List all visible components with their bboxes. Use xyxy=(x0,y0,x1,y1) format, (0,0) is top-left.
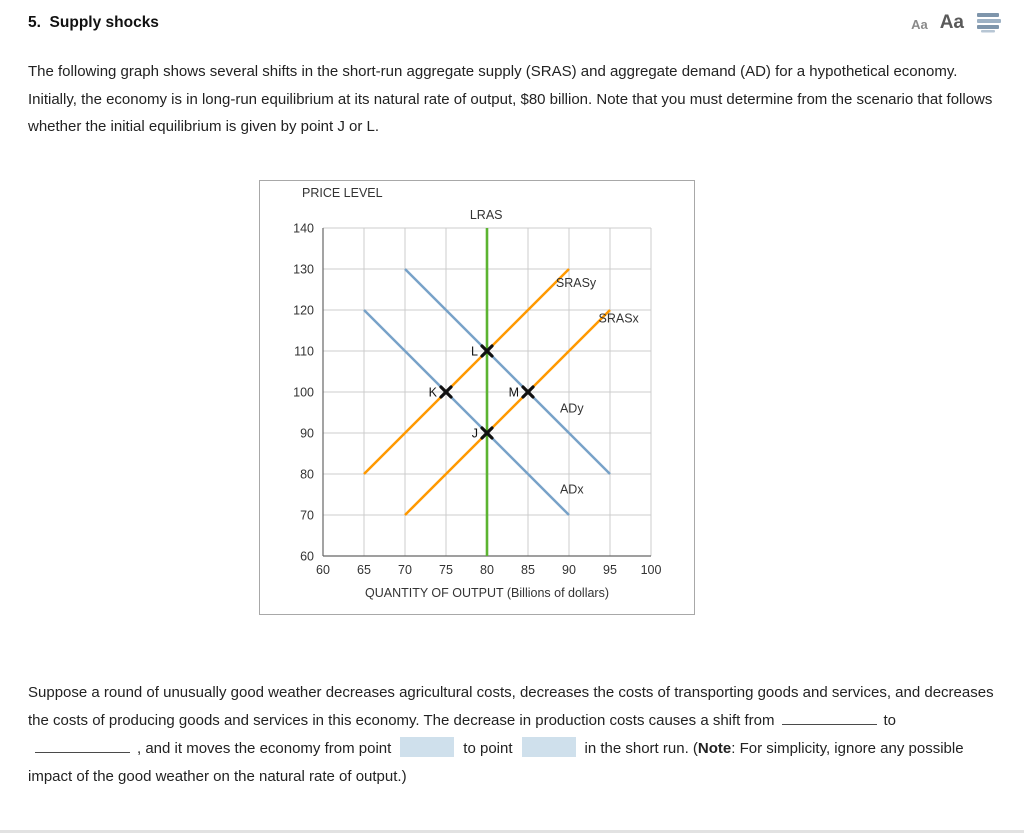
y-tick-label: 70 xyxy=(300,508,314,522)
y-tick-label: 110 xyxy=(294,344,314,358)
x-tick-label: 65 xyxy=(357,563,371,577)
x-tick-label: 60 xyxy=(316,563,330,577)
x-tick-label: 100 xyxy=(641,563,662,577)
shift-to-blank[interactable] xyxy=(35,739,130,753)
shift-from-blank[interactable] xyxy=(781,711,877,725)
series-label-SRASx: SRASx xyxy=(599,311,640,325)
x-tick-label: 70 xyxy=(398,563,412,577)
supply-demand-chart: 60 65 70 75 80 85 90 95 100 60 70 80 90 100 110 120 130 1… xyxy=(293,186,662,600)
point-from-answer-box[interactable] xyxy=(400,736,455,757)
question-paragraph: Suppose a round of unusually good weathe… xyxy=(28,679,996,791)
y-tick-label: 120 xyxy=(293,303,314,317)
point-label-L: L xyxy=(471,344,478,358)
font-size-small-button[interactable]: Aa xyxy=(911,17,928,32)
x-tick-label: 75 xyxy=(439,563,453,577)
font-size-large-button[interactable]: Aa xyxy=(939,12,964,33)
y-tick-label: 100 xyxy=(293,385,314,399)
y-tick-label: 90 xyxy=(300,426,314,440)
point-to-answer-box[interactable] xyxy=(521,736,576,757)
bottom-divider xyxy=(0,830,1024,833)
question-text-5: in the short run. ( xyxy=(584,739,698,757)
point-label-K: K xyxy=(429,385,438,399)
print-icon[interactable] xyxy=(976,12,1002,33)
series-line-SRASy xyxy=(363,267,570,475)
series-line-SRASx xyxy=(404,308,611,516)
x-tick-label: 80 xyxy=(480,563,494,577)
note-label: Note xyxy=(697,739,732,757)
x-axis-title: QUANTITY OF OUTPUT (Billions of dollars) xyxy=(365,586,609,600)
question-text-1: Suppose a round of unusually good weathe… xyxy=(28,683,994,729)
question-text-3: , and it moves the economy from point xyxy=(137,739,392,757)
series-line-ADx xyxy=(363,308,570,516)
y-tick-label: 80 xyxy=(300,467,314,481)
point-marker-L xyxy=(480,343,494,358)
y-axis-title: PRICE LEVEL xyxy=(302,186,383,200)
question-text-6: : For simplicity, ignore any possible im… xyxy=(28,739,964,785)
y-tick-label: 130 xyxy=(293,262,314,276)
header: 5. Supply shocks Aa Aa xyxy=(0,0,1024,34)
x-tick-label: 90 xyxy=(562,563,576,577)
x-tick-label: 95 xyxy=(603,563,617,577)
page-title: 5. Supply shocks xyxy=(28,14,159,31)
font-controls: Aa Aa xyxy=(911,12,1002,34)
point-label-M: M xyxy=(509,385,519,399)
series-label-LRAS: LRAS xyxy=(470,207,503,221)
series-label-ADx: ADx xyxy=(560,482,584,496)
x-tick-label: 85 xyxy=(521,563,535,577)
intro-paragraph: The following graph shows several shifts… xyxy=(28,63,993,135)
question-text-4: to point xyxy=(463,739,513,757)
series-line-ADy xyxy=(404,267,611,475)
point-marker-M xyxy=(521,384,535,399)
point-label-J: J xyxy=(472,426,478,440)
y-tick-label: 60 xyxy=(300,549,314,563)
y-tick-label: 140 xyxy=(293,221,314,235)
point-marker-K xyxy=(439,384,453,399)
chart-panel: 60 65 70 75 80 85 90 95 100 60 70 80 90 100 110 120 130 1… xyxy=(259,179,695,615)
series-label-ADy: ADy xyxy=(560,401,584,415)
series-label-SRASy: SRASy xyxy=(556,276,597,290)
question-text-2: to xyxy=(883,711,897,729)
point-marker-J xyxy=(480,425,494,440)
